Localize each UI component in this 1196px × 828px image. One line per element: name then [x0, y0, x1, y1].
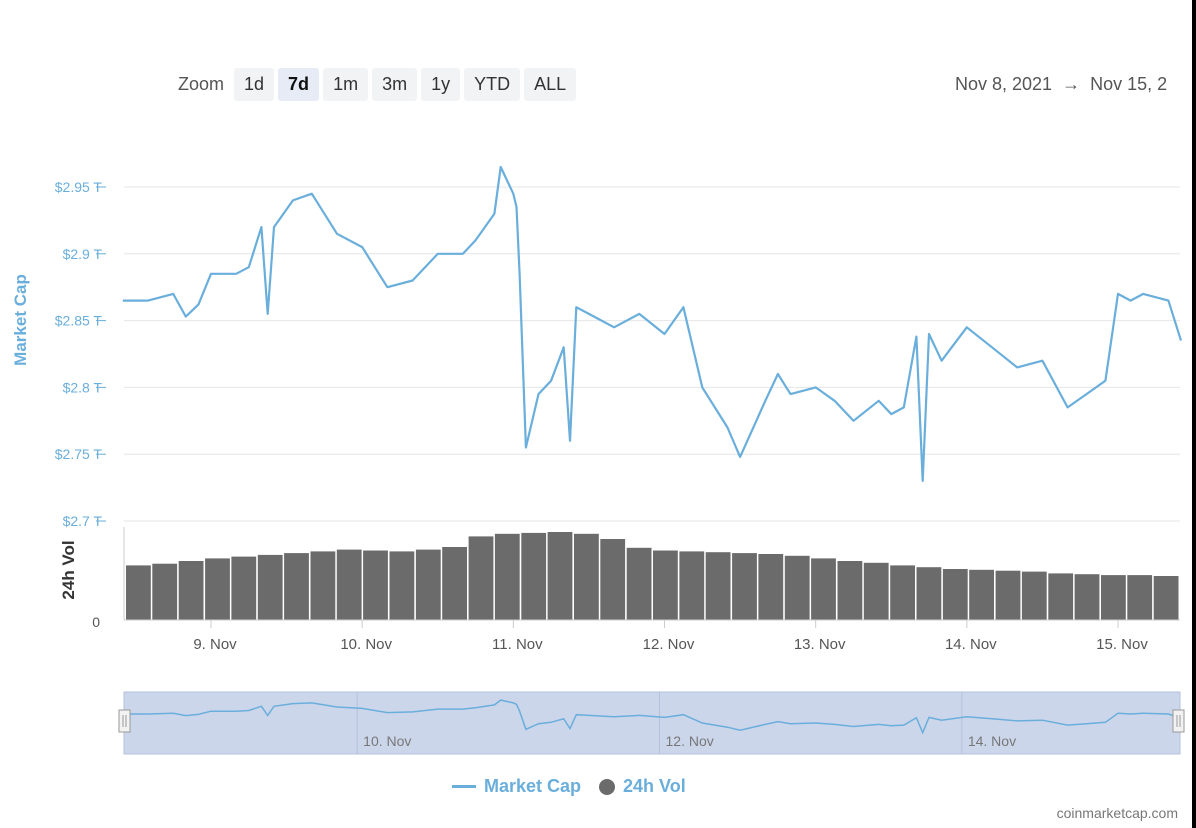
- volume-bar: [811, 558, 836, 620]
- volume-axis-title: 24h Vol: [59, 540, 78, 599]
- volume-bar: [732, 553, 757, 620]
- market-cap-chart: $2.7 T$2.75 T$2.8 T$2.85 T$2.9 T$2.95 T …: [11, 165, 1185, 755]
- y-axis: $2.7 T $2.75 T $2.8 T $2.85 T $2.9 T $2.95 T: [55, 179, 106, 529]
- volume-bar: [837, 561, 863, 620]
- x-tick-label: 15. Nov: [1096, 636, 1148, 653]
- legend-label-market-cap: Market Cap: [484, 776, 582, 796]
- volume-bar: [1101, 575, 1126, 620]
- navigator-series-line: [122, 699, 1182, 735]
- volume-bar: [336, 549, 362, 620]
- volume-bar: [389, 551, 415, 620]
- volume-bar: [758, 554, 784, 620]
- zoom-ytd-button[interactable]: YTD: [464, 67, 521, 101]
- zoom-bar: Zoom 1d 7d 1m 3m 1y YTD ALL: [178, 67, 577, 101]
- y-tick-label: $2.7 T: [63, 513, 103, 529]
- navigator-right-handle[interactable]: [1172, 709, 1185, 733]
- credit-text[interactable]: coinmarketcap.com: [1056, 805, 1178, 821]
- line-marker-icon: [452, 785, 476, 788]
- navigator-x-label: 12. Nov: [666, 733, 714, 749]
- x-axis: 9. Nov 10. Nov 11. Nov 12. Nov 13. Nov 14. No…: [193, 620, 1148, 653]
- volume-bar: [916, 567, 942, 620]
- volume-bar: [205, 558, 230, 620]
- navigator-background[interactable]: [123, 691, 1181, 755]
- volume-bar: [574, 533, 599, 620]
- zoom-3m-button[interactable]: 3m: [372, 67, 418, 101]
- zoom-1m-button[interactable]: 1m: [323, 67, 369, 101]
- navigator-left-handle[interactable]: [118, 709, 131, 733]
- volume-bar: [1074, 574, 1100, 620]
- y-tick-label: $2.9 T: [63, 246, 103, 262]
- volume-bar: [942, 569, 968, 620]
- date-range-from[interactable]: Nov 8, 2021: [955, 74, 1053, 94]
- circle-marker-icon: [599, 778, 616, 795]
- volume-bar: [1127, 575, 1153, 620]
- legend-item-market-cap[interactable]: Market Cap: [452, 776, 581, 797]
- x-tick-label: 13. Nov: [794, 636, 846, 653]
- right-border: [1192, 0, 1196, 828]
- grid-lines: [124, 186, 1180, 522]
- volume-bar: [126, 565, 151, 620]
- volume-bar: [547, 532, 573, 620]
- x-tick-label: 11. Nov: [492, 636, 543, 653]
- volume-bar: [152, 563, 178, 620]
- zoom-1d-button[interactable]: 1d: [234, 67, 275, 101]
- arrow-right-icon: →: [1062, 74, 1081, 94]
- volume-bar: [600, 539, 626, 620]
- date-range: Nov 8, 2021 → Nov 15, 2: [955, 74, 1196, 95]
- navigator-grid: [356, 692, 963, 754]
- volume-bar: [442, 547, 467, 620]
- volume-bar: [1021, 571, 1047, 620]
- y-tick-label: $2.85 T: [55, 313, 103, 329]
- volume-bar: [284, 553, 309, 620]
- y-tick-label: $2.75 T: [55, 446, 103, 462]
- volume-bar: [310, 551, 336, 620]
- y-axis-title: Market Cap: [11, 274, 30, 366]
- x-tick-label: 9. Nov: [193, 636, 237, 653]
- navigator-x-label: 10. Nov: [363, 733, 411, 749]
- zoom-1y-button[interactable]: 1y: [421, 67, 461, 101]
- y-tick-label: $2.8 T: [63, 379, 103, 395]
- legend: Market Cap 24h Vol: [452, 776, 686, 797]
- y-tick-label: $2.95 T: [55, 179, 103, 195]
- volume-bar: [363, 550, 388, 620]
- zoom-label: Zoom: [178, 73, 225, 94]
- zoom-7d-button[interactable]: 7d: [278, 67, 320, 101]
- market-cap-series-line[interactable]: [122, 165, 1183, 482]
- volume-bar: [626, 547, 652, 620]
- volume-bar: [468, 536, 494, 620]
- volume-bar: [1048, 573, 1074, 620]
- volume-bar: [231, 556, 257, 620]
- volume-bar: [969, 569, 994, 620]
- volume-bar: [178, 561, 204, 620]
- x-tick-label: 14. Nov: [945, 636, 997, 653]
- volume-bars: [126, 532, 1179, 620]
- volume-bar: [784, 555, 810, 620]
- volume-bar: [705, 552, 731, 620]
- volume-bar: [257, 554, 283, 620]
- zoom-all-button[interactable]: ALL: [524, 67, 577, 101]
- volume-bar: [521, 532, 547, 620]
- navigator-x-axis: 10. Nov 12. Nov 14. Nov: [363, 733, 1016, 749]
- volume-bar: [653, 550, 678, 620]
- volume-zero-tick: 0: [92, 614, 100, 630]
- volume-bar: [1153, 576, 1179, 620]
- volume-bar: [890, 565, 915, 620]
- x-tick-label: 12. Nov: [643, 636, 695, 653]
- date-range-to[interactable]: Nov 15, 2: [1090, 74, 1168, 94]
- volume-bar: [863, 562, 889, 620]
- legend-label-24h-vol: 24h Vol: [623, 776, 686, 796]
- volume-bar: [679, 551, 705, 620]
- volume-bar: [995, 570, 1021, 620]
- x-tick-label: 10. Nov: [340, 636, 392, 653]
- legend-item-24h-vol[interactable]: 24h Vol: [599, 776, 686, 797]
- navigator-x-label: 14. Nov: [968, 733, 1016, 749]
- volume-bar: [494, 533, 520, 620]
- volume-bar: [415, 549, 441, 620]
